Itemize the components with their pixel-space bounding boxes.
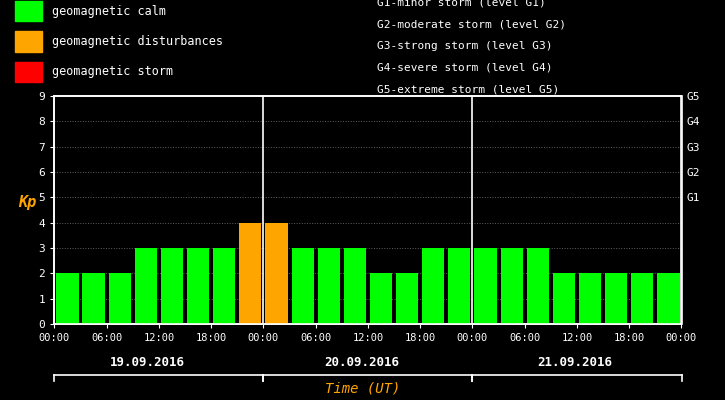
- Text: 19.09.2016: 19.09.2016: [110, 356, 186, 368]
- Text: 21.09.2016: 21.09.2016: [537, 356, 612, 368]
- Bar: [187, 248, 210, 324]
- Text: geomagnetic calm: geomagnetic calm: [52, 4, 166, 18]
- Bar: [265, 223, 288, 324]
- FancyBboxPatch shape: [14, 62, 42, 82]
- FancyBboxPatch shape: [14, 31, 42, 52]
- Text: 20.09.2016: 20.09.2016: [324, 356, 399, 368]
- Bar: [579, 273, 601, 324]
- Bar: [370, 273, 392, 324]
- Text: G3-strong storm (level G3): G3-strong storm (level G3): [377, 41, 552, 51]
- Text: G4-severe storm (level G4): G4-severe storm (level G4): [377, 63, 552, 73]
- Bar: [605, 273, 627, 324]
- Bar: [239, 223, 262, 324]
- Y-axis label: Kp: Kp: [18, 195, 36, 210]
- Bar: [552, 273, 575, 324]
- Bar: [658, 273, 679, 324]
- Bar: [161, 248, 183, 324]
- Bar: [448, 248, 471, 324]
- Text: geomagnetic disturbances: geomagnetic disturbances: [52, 35, 223, 48]
- Text: Time (UT): Time (UT): [325, 382, 400, 396]
- Bar: [344, 248, 366, 324]
- Bar: [109, 273, 130, 324]
- Bar: [135, 248, 157, 324]
- Text: G2-moderate storm (level G2): G2-moderate storm (level G2): [377, 19, 566, 29]
- Bar: [422, 248, 444, 324]
- FancyBboxPatch shape: [14, 1, 42, 21]
- Bar: [57, 273, 78, 324]
- Text: geomagnetic storm: geomagnetic storm: [52, 65, 173, 78]
- Bar: [631, 273, 653, 324]
- Text: G1-minor storm (level G1): G1-minor storm (level G1): [377, 0, 546, 8]
- Bar: [83, 273, 104, 324]
- Text: G5-extreme storm (level G5): G5-extreme storm (level G5): [377, 84, 559, 94]
- Bar: [291, 248, 314, 324]
- Bar: [213, 248, 236, 324]
- Bar: [396, 273, 418, 324]
- Bar: [526, 248, 549, 324]
- Bar: [318, 248, 340, 324]
- Bar: [474, 248, 497, 324]
- Bar: [500, 248, 523, 324]
